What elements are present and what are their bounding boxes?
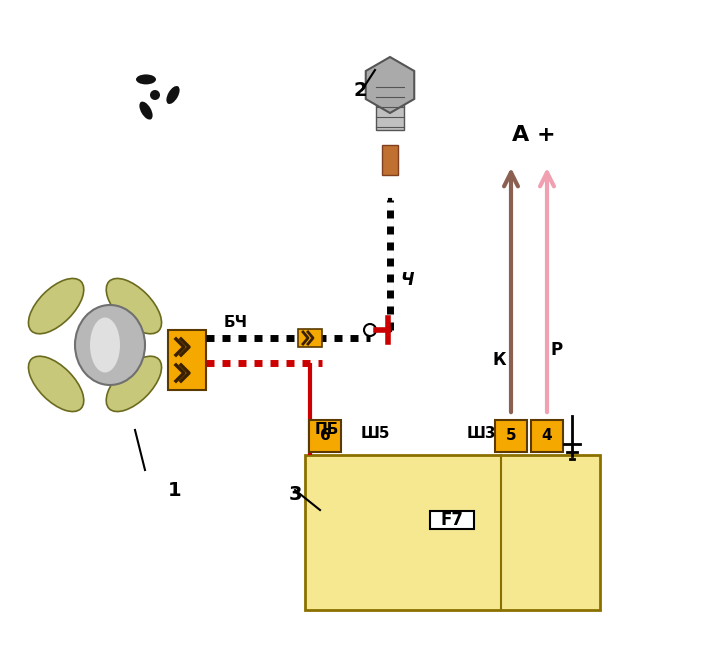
Text: 6: 6 (319, 428, 330, 443)
Circle shape (150, 90, 160, 100)
Text: 2: 2 (353, 81, 367, 99)
Text: А +: А + (512, 125, 556, 145)
Text: ПБ: ПБ (315, 422, 339, 437)
Ellipse shape (140, 101, 153, 120)
Ellipse shape (136, 74, 156, 85)
Polygon shape (366, 57, 415, 113)
Text: F7: F7 (440, 511, 463, 529)
Text: 3: 3 (289, 486, 301, 504)
Text: К: К (492, 351, 505, 369)
Ellipse shape (29, 278, 84, 334)
Text: 4: 4 (542, 428, 552, 443)
Ellipse shape (29, 356, 84, 411)
Text: Ч: Ч (400, 271, 413, 289)
Bar (298, 329, 322, 347)
Text: БЧ: БЧ (224, 315, 248, 330)
Text: 5: 5 (505, 428, 516, 443)
Bar (168, 330, 206, 390)
Ellipse shape (106, 278, 162, 334)
Ellipse shape (75, 305, 145, 385)
Ellipse shape (106, 356, 162, 411)
Bar (531, 420, 563, 452)
Text: Р: Р (551, 341, 563, 359)
Bar (309, 420, 341, 452)
Bar (430, 511, 474, 529)
Bar (495, 420, 527, 452)
Text: Ш3: Ш3 (466, 426, 495, 441)
Bar (376, 80, 404, 130)
Text: Ш5: Ш5 (360, 426, 390, 441)
Bar (382, 145, 398, 175)
Circle shape (364, 324, 376, 336)
Bar (305, 455, 600, 610)
Text: 1: 1 (168, 480, 182, 499)
Ellipse shape (166, 86, 180, 104)
Ellipse shape (90, 317, 120, 372)
